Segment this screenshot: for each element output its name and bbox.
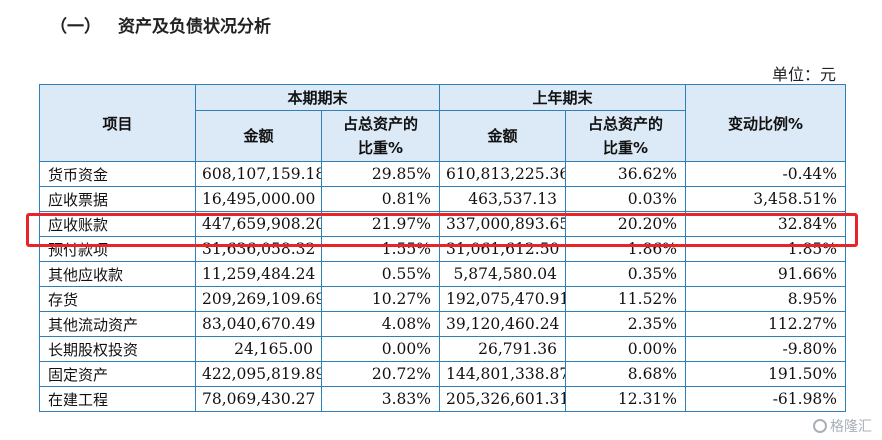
row-change: -0.44% xyxy=(685,161,847,187)
header-prior-amount: 金额 xyxy=(439,110,567,162)
row-change: 191.50% xyxy=(685,361,847,387)
ratio-label-line2: 比重% xyxy=(603,139,649,157)
row-prior-ratio: 8.68% xyxy=(565,361,687,387)
row-current-ratio: 4.08% xyxy=(320,311,441,337)
row-prior-ratio: 12.31% xyxy=(565,386,687,412)
row-current-ratio: 3.83% xyxy=(320,386,441,412)
watermark: 格隆汇 xyxy=(813,416,872,436)
header-current-ratio: 占总资产的比重% xyxy=(320,110,441,162)
row-prior-amount: 39,120,460.24 xyxy=(439,311,567,337)
row-item: 其他流动资产 xyxy=(39,311,196,337)
ratio-label-line2: 比重% xyxy=(357,139,404,157)
row-prior-amount: 463,537.13 xyxy=(439,186,567,212)
table-row: 在建工程 78,069,430.27 3.83% 205,326,601.31 … xyxy=(39,386,847,412)
header-change-ratio: 变动比例% xyxy=(685,84,847,162)
row-prior-ratio: 0.00% xyxy=(565,336,687,362)
header-current-amount: 金额 xyxy=(195,110,322,162)
row-change: 91.66% xyxy=(685,261,847,287)
header-prior-year: 上年期末 xyxy=(439,84,687,111)
row-current-amount: 209,269,109.69 xyxy=(195,286,322,312)
row-item: 在建工程 xyxy=(39,386,196,412)
asset-liability-table: 项目 本期期末 上年期末 变动比例% 金额 占总资产的比重% 金额 占总资产的比… xyxy=(39,84,847,412)
row-prior-amount: 26,791.36 xyxy=(439,336,567,362)
table-row: 货币资金 608,107,159.18 29.85% 610,813,225.3… xyxy=(39,161,847,187)
row-current-ratio: 10.27% xyxy=(320,286,441,312)
row-item: 存货 xyxy=(39,286,196,312)
ratio-label-line1: 占总资产的 xyxy=(588,115,664,133)
row-change: 112.27% xyxy=(685,311,847,337)
row-prior-amount: 610,813,225.36 xyxy=(439,161,567,187)
row-change: -9.80% xyxy=(685,336,847,362)
watermark-logo-icon xyxy=(813,419,827,433)
row-prior-amount: 205,326,601.31 xyxy=(439,386,567,412)
ratio-label-line1: 占总资产的 xyxy=(343,115,419,133)
row-prior-ratio: 36.62% xyxy=(565,161,687,187)
table-row: 应收票据 16,495,000.00 0.81% 463,537.13 0.03… xyxy=(39,186,847,212)
table-row: 其他应收款 11,259,484.24 0.55% 5,874,580.04 0… xyxy=(39,261,847,287)
row-item: 货币资金 xyxy=(39,161,196,187)
row-highlight-box xyxy=(26,213,858,247)
header-prior-ratio: 占总资产的比重% xyxy=(565,110,687,162)
row-prior-amount: 144,801,338.87 xyxy=(439,361,567,387)
table-row: 存货 209,269,109.69 10.27% 192,075,470.91 … xyxy=(39,286,847,312)
row-prior-ratio: 11.52% xyxy=(565,286,687,312)
row-current-ratio: 1.55% xyxy=(320,236,441,262)
table-row: 其他流动资产 83,040,670.49 4.08% 39,120,460.24… xyxy=(39,311,847,337)
row-current-amount: 608,107,159.18 xyxy=(195,161,322,187)
row-current-ratio: 0.81% xyxy=(320,186,441,212)
table-row: 固定资产 422,095,819.89 20.72% 144,801,338.8… xyxy=(39,361,847,387)
row-current-amount: 422,095,819.89 xyxy=(195,361,322,387)
table-row: 长期股权投资 24,165.00 0.00% 26,791.36 0.00% -… xyxy=(39,336,847,362)
row-current-ratio: 20.72% xyxy=(320,361,441,387)
row-current-ratio: 0.55% xyxy=(320,261,441,287)
row-current-amount: 78,069,430.27 xyxy=(195,386,322,412)
row-change: 3,458.51% xyxy=(685,186,847,212)
row-current-amount: 83,040,670.49 xyxy=(195,311,322,337)
row-item: 其他应收款 xyxy=(39,261,196,287)
row-current-ratio: 0.00% xyxy=(320,336,441,362)
section-title: 资产及负债状况分析 xyxy=(118,17,271,37)
row-prior-amount: 5,874,580.04 xyxy=(439,261,567,287)
row-item: 长期股权投资 xyxy=(39,336,196,362)
row-change: 8.95% xyxy=(685,286,847,312)
row-current-amount: 16,495,000.00 xyxy=(195,186,322,212)
row-current-amount: 11,259,484.24 xyxy=(195,261,322,287)
unit-label: 单位：元 xyxy=(771,65,836,84)
watermark-text: 格隆汇 xyxy=(830,419,872,435)
row-prior-ratio: 0.35% xyxy=(565,261,687,287)
row-item: 应收票据 xyxy=(39,186,196,212)
row-change: -61.98% xyxy=(685,386,847,412)
row-prior-amount: 192,075,470.91 xyxy=(439,286,567,312)
section-number: （一） xyxy=(50,17,101,37)
row-prior-ratio: 0.03% xyxy=(565,186,687,212)
row-prior-ratio: 2.35% xyxy=(565,311,687,337)
row-item: 固定资产 xyxy=(39,361,196,387)
row-current-amount: 24,165.00 xyxy=(195,336,322,362)
row-current-ratio: 29.85% xyxy=(320,161,441,187)
header-item: 项目 xyxy=(39,84,196,162)
section-heading: （一） 资产及负债状况分析 xyxy=(50,12,271,37)
header-current-period: 本期期末 xyxy=(194,84,441,111)
